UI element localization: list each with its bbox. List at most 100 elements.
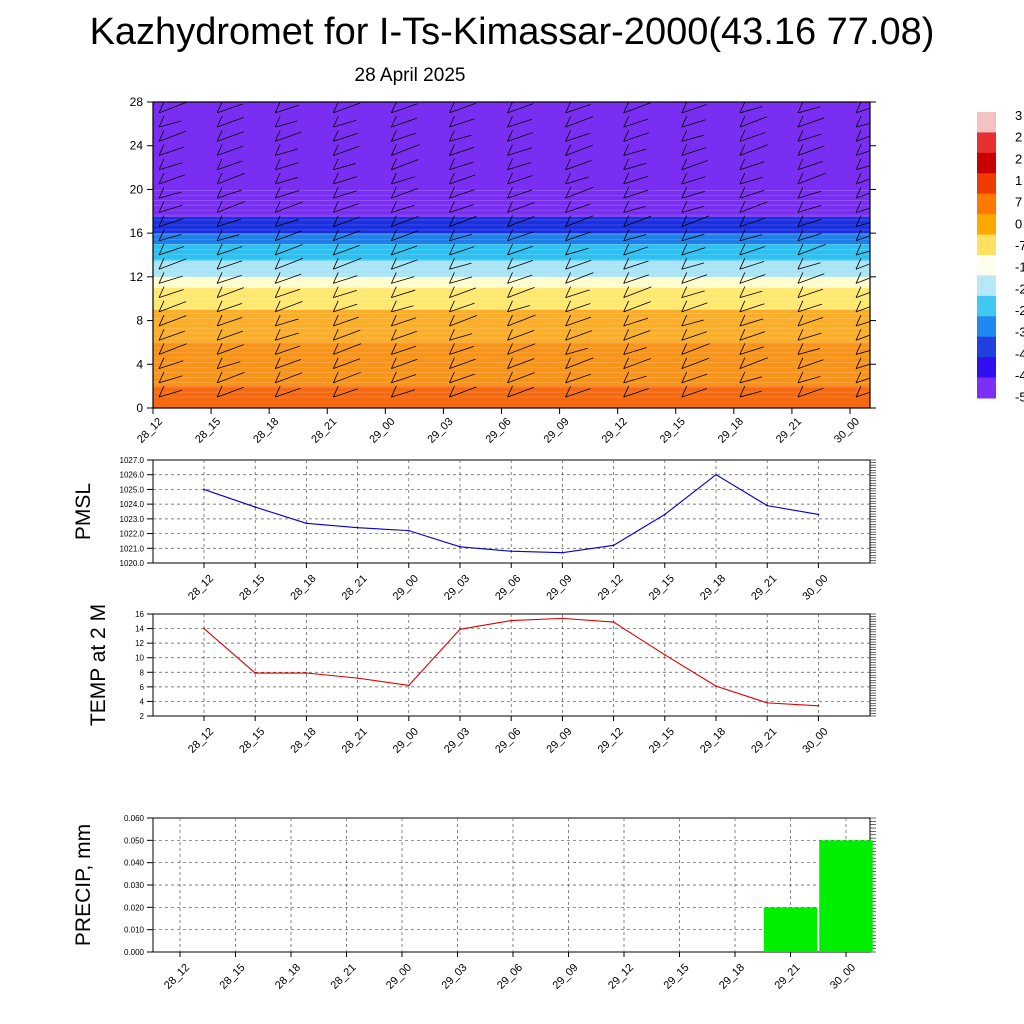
wind-barb-flag: [332, 243, 339, 256]
xtick-label: 29_12: [606, 962, 636, 992]
wind-barb-flag: [158, 172, 165, 185]
wind-barb-flag: [216, 329, 223, 341]
wind-barb-flag: [449, 229, 455, 241]
wind-barb-flag: [681, 201, 688, 213]
data-point: [407, 684, 410, 687]
wind-barb-flag: [274, 371, 281, 384]
wind-barb-flag: [332, 385, 339, 398]
wind-barb-flag: [797, 187, 804, 199]
data-point: [459, 628, 461, 631]
wind-barb: [507, 189, 533, 199]
wind-barb: [565, 176, 589, 185]
wind-barb: [333, 371, 361, 384]
heatmap-band: [153, 102, 870, 217]
ytick-label: 12: [135, 639, 144, 648]
data-point: [459, 545, 461, 548]
wind-barb-flag: [449, 286, 455, 298]
wind-barb: [855, 235, 870, 242]
wind-barb: [216, 316, 243, 327]
wind-barb-flag: [507, 187, 513, 199]
wind-barb-flag: [390, 158, 397, 170]
wind-barb-flag: [565, 243, 571, 256]
wind-barb: [507, 147, 532, 156]
wind-barb-flag: [274, 172, 281, 185]
wind-barb-flag: [739, 172, 746, 185]
wind-barb-flag: [332, 343, 339, 355]
xtick-label: 30_00: [800, 573, 830, 603]
wind-barb: [216, 103, 243, 114]
wind-barb-flag: [216, 258, 223, 270]
wind-barb: [391, 358, 418, 370]
wind-barb: [855, 150, 870, 156]
wind-barb-flag: [449, 144, 455, 156]
wind-barb-flag: [274, 272, 281, 284]
heatmap-bands: [153, 102, 870, 408]
wind-barb: [623, 215, 652, 227]
wind-barb-flag: [507, 371, 513, 384]
wind-barb: [797, 117, 825, 128]
wind-barb-flag: [158, 102, 165, 114]
wind-barb-flag: [158, 187, 165, 199]
wind-barb-flag: [565, 201, 571, 213]
wind-barb: [333, 163, 356, 171]
wind-barb: [507, 132, 533, 142]
wind-barb: [391, 188, 418, 199]
wind-barb: [333, 343, 362, 355]
wind-barb-flag: [739, 130, 746, 142]
wind-barb-flag: [449, 187, 455, 199]
wind-barb: [275, 288, 301, 299]
y-axis-title: PRECIP, mm: [72, 824, 95, 946]
wind-barb: [449, 102, 476, 114]
xtick-label: 28_12: [186, 726, 216, 756]
wind-barb-flag: [449, 115, 455, 128]
heatmap-ytick-label: 0: [136, 401, 143, 415]
heatmap-xtick-label: 29_15: [658, 416, 688, 446]
wind-barb-flag: [216, 115, 223, 128]
wind-barb-flag: [507, 357, 513, 369]
ytick-label: 0.050: [124, 836, 145, 845]
wind-barb: [681, 233, 705, 242]
wind-barb-flag: [332, 300, 339, 312]
wind-barb-flag: [158, 229, 165, 241]
wind-barb: [449, 246, 475, 256]
wind-barb: [391, 103, 418, 114]
wind-barb: [623, 260, 649, 270]
wind-barb-flag: [797, 258, 804, 270]
wind-barb-flag: [681, 272, 688, 284]
wind-barb: [216, 145, 244, 156]
colorbar-label: -2: [1015, 303, 1024, 318]
wind-barb-flag: [507, 243, 513, 256]
ytick-label: 1022.0: [120, 530, 145, 539]
data-point: [203, 627, 205, 630]
colorbar-label: -2: [1015, 281, 1024, 296]
data-point: [766, 701, 769, 704]
wind-barb-flag: [855, 215, 862, 227]
wind-barb: [739, 357, 768, 370]
wind-barb-flag: [158, 272, 165, 284]
wind-barb: [449, 204, 474, 213]
wind-barb: [855, 192, 870, 199]
wind-barb: [216, 361, 241, 370]
wind-barb: [391, 389, 416, 398]
wind-barb-flag: [390, 187, 397, 199]
wind-barb: [449, 233, 473, 242]
wind-barb: [216, 131, 244, 142]
wind-barb-flag: [507, 229, 513, 241]
heatmap-ytick-label: 12: [130, 270, 144, 284]
wind-barb-flag: [681, 258, 688, 270]
wind-barb: [739, 201, 768, 213]
data-point: [715, 685, 717, 688]
wind-barb: [797, 303, 823, 313]
wind-barb-flag: [623, 371, 630, 384]
heatmap-xtick-label: 29_00: [367, 416, 397, 446]
wind-barb-flag: [681, 329, 688, 341]
wind-barb: [158, 234, 182, 242]
wind-barb: [275, 301, 303, 313]
wind-barb: [333, 275, 358, 284]
wind-barb: [797, 106, 821, 114]
heatmap-ytick-label: 4: [136, 357, 143, 371]
wind-barb: [449, 262, 472, 270]
wind-barb-flag: [390, 102, 397, 114]
wind-barb: [391, 144, 420, 156]
wind-barb-flag: [855, 329, 862, 341]
